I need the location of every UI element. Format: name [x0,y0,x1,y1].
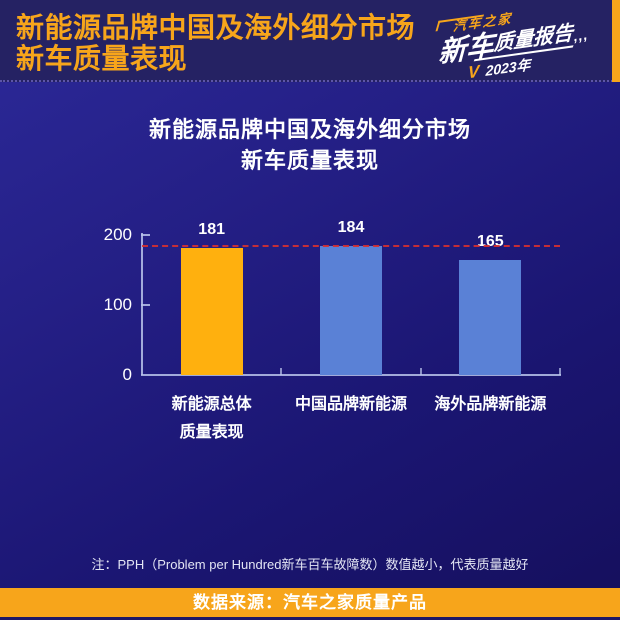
chart-panel: 新能源品牌中国及海外细分市场 新车质量表现 0 100 200 181 新能源总体质量表… [0,84,620,588]
x-axis-label-line: 中国品牌新能源 [294,396,407,413]
autohome-report-logo: 汽车之家 新车质量报告,,, V 2023年 [434,0,602,89]
x-axis-label: 新能源总体 质量表现 [140,391,284,447]
header-accent-strip [612,0,620,82]
x-axis-label: 中国品牌新能源 [279,391,423,419]
x-axis-label-line: 质量表现 [179,424,244,441]
bar [459,259,522,375]
check-icon: V [467,61,480,83]
y-axis-tick [141,234,150,236]
bar-chart: 0 100 200 181 新能源总体质量表现 184 中国品牌新能源 165 海外品牌新能源 [0,84,620,588]
x-axis-tick [419,368,422,375]
bottom-strip [0,617,620,620]
y-axis-tick-label: 0 [122,365,132,384]
y-axis-tick [141,304,150,306]
chart-title: 新能源品牌中国及海外细分市场 新车质量表现 [0,114,620,176]
data-source: 数据来源：汽车之家质量产品 [193,593,427,612]
logo-speed-marks: ,,, [573,26,589,45]
chart-title-line1: 新能源品牌中国及海外细分市场 [148,117,471,142]
page-title-line2: 新车质量表现 [16,43,188,74]
page-title: 新能源品牌中国及海外细分市场 新车质量表现 [16,12,415,74]
bar-value-label: 165 [476,232,504,250]
bar [320,246,382,375]
header: 新能源品牌中国及海外细分市场 新车质量表现 汽车之家 新车质量报告,,, V 20… [0,0,620,82]
x-axis-label: 海外品牌新能源 [418,391,562,419]
page-title-line1: 新能源品牌中国及海外细分市场 [16,12,416,43]
footnote: 注：PPH（Problem per Hundred新车百车故障数）数值越小，代表… [91,557,529,572]
x-axis-line [141,374,561,376]
chart-title-line2: 新车质量表现 [240,148,379,173]
x-axis-tick [280,368,283,375]
bar-value-label: 184 [337,219,365,237]
y-axis-tick-label: 200 [103,225,132,244]
x-axis-tick [559,368,561,375]
bar [180,248,243,375]
bar-value-label: 181 [198,221,225,239]
y-axis-tick-label: 100 [103,295,132,314]
reference-line [142,245,560,248]
x-axis-label-line: 新能源总体 [171,396,252,413]
x-axis-label-line: 海外品牌新能源 [434,396,547,413]
footer-band: 数据来源：汽车之家质量产品 [0,588,620,617]
